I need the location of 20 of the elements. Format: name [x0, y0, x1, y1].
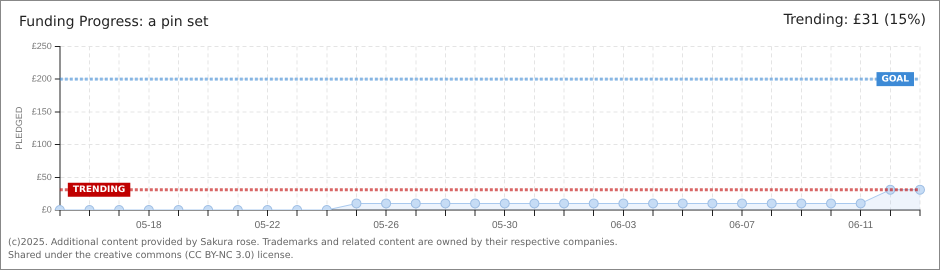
text: Shared under the creative commons (CC BY-NC 3.0) license. [8, 249, 295, 262]
x-tick-label: 06-11 [848, 220, 874, 231]
y-tick-label: £100 [32, 139, 52, 150]
x-tick-label: 05-26 [373, 220, 400, 231]
x-tick-label: 05-30 [492, 220, 518, 231]
y-axis-title: PLEDGED [14, 106, 24, 150]
y-tick-label: £150 [32, 106, 52, 116]
ref-line-label: GOAL [882, 74, 910, 84]
y-tick-label: £200 [32, 74, 52, 84]
x-tick-label: 06-07 [729, 220, 756, 231]
x-tick-label: 05-18 [136, 220, 162, 231]
ref-line-label: TRENDING [72, 185, 126, 196]
y-tick-label: £50 [36, 172, 52, 182]
y-tick-label: £0 [42, 204, 52, 214]
text: Trending: £31 (15%) [784, 12, 926, 28]
x-tick-label: 05-22 [254, 220, 281, 231]
text: (c)2025. Additional content provided by Sakura rose. Trademarks and related content are owned by their respective companies. [8, 236, 618, 249]
x-tick-label: 06-03 [610, 220, 637, 231]
y-tick-label: £250 [32, 40, 52, 51]
chart-title: Funding Progress: a pin set [19, 14, 208, 30]
